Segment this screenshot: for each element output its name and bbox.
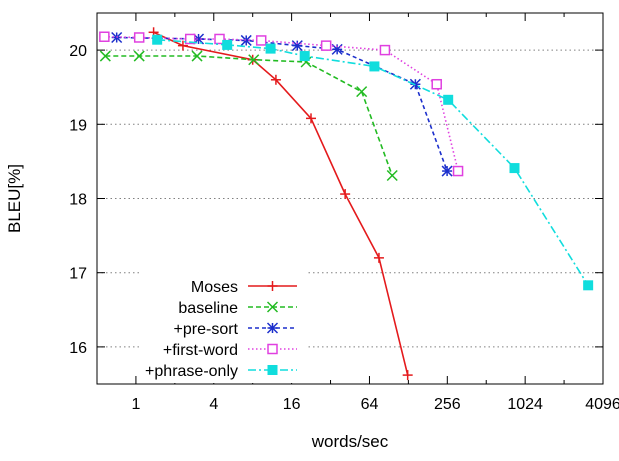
data-point [99, 31, 110, 42]
legend-marker [267, 365, 278, 375]
data-point [306, 113, 317, 124]
legend-item: Moses [191, 279, 297, 296]
legend-label: +phrase-only [145, 363, 238, 380]
axes-layer: 16 17 18 19 20 1 4 16 64 256 1024 4096 [69, 12, 619, 413]
series-first-word [99, 31, 464, 177]
data-point [99, 50, 111, 62]
series-baseline [99, 50, 398, 182]
data-point [379, 44, 391, 56]
legend-marker [266, 301, 279, 313]
x-tick-label: 256 [434, 396, 461, 413]
series-phrase-only [152, 34, 594, 291]
series-line [104, 35, 459, 172]
legend: Moses baseline +pre-sort +first-word +phrase… [140, 272, 306, 383]
data-point [191, 50, 203, 62]
data-point [340, 189, 351, 200]
data-point [177, 40, 188, 51]
legend-label: Moses [191, 279, 238, 296]
data-point [255, 35, 267, 46]
y-tick-label: 19 [69, 117, 87, 134]
legend-item: +first-word [163, 342, 297, 359]
legend-item: +phrase-only [145, 363, 297, 380]
y-axis-title: BLEU[%] [5, 164, 24, 233]
data-point [265, 43, 276, 54]
grid-layer [97, 49, 603, 348]
data-point [583, 280, 594, 291]
data-point [133, 50, 145, 62]
series-line [116, 36, 448, 172]
series-line [105, 55, 393, 176]
x-tick-label: 4096 [585, 396, 619, 413]
data-point [431, 78, 442, 90]
data-point [184, 33, 196, 45]
x-tick-label: 64 [361, 396, 379, 413]
y-tick-label: 17 [69, 266, 87, 283]
data-point [270, 74, 281, 85]
data-point [386, 169, 398, 182]
x-tick-label: 1 [131, 396, 140, 413]
series-line [153, 31, 409, 376]
legend-marker [266, 322, 279, 334]
legend-marker [267, 343, 278, 355]
data-point [402, 370, 413, 381]
legend-marker [267, 281, 278, 291]
data-point [214, 33, 225, 45]
legend-item: +pre-sort [174, 321, 297, 338]
y-tick-label: 18 [69, 192, 87, 209]
data-point [152, 34, 163, 45]
data-point [509, 163, 520, 174]
data-point [452, 165, 464, 177]
legend-label: baseline [178, 300, 238, 317]
legend-label: +first-word [163, 342, 238, 359]
x-axis-title: words/sec [311, 432, 389, 451]
data-point [299, 51, 310, 62]
series-line [157, 38, 589, 286]
data-point [222, 39, 233, 50]
series-layer [99, 27, 594, 381]
data-point [373, 252, 384, 263]
data-point [133, 32, 145, 43]
series-pre-sort [111, 31, 453, 177]
y-tick-label: 16 [69, 340, 87, 357]
data-point [291, 40, 303, 52]
legend-label: +pre-sort [174, 321, 239, 338]
data-point [369, 61, 380, 72]
x-tick-label: 4 [209, 396, 218, 413]
y-tick-label: 20 [69, 43, 87, 60]
x-tick-label: 1024 [507, 396, 543, 413]
data-point [320, 40, 332, 51]
data-point [441, 165, 453, 177]
data-point [356, 86, 368, 98]
x-tick-label: 16 [283, 396, 301, 413]
data-point [443, 94, 454, 105]
legend-item: baseline [178, 300, 297, 317]
data-point [248, 54, 260, 66]
